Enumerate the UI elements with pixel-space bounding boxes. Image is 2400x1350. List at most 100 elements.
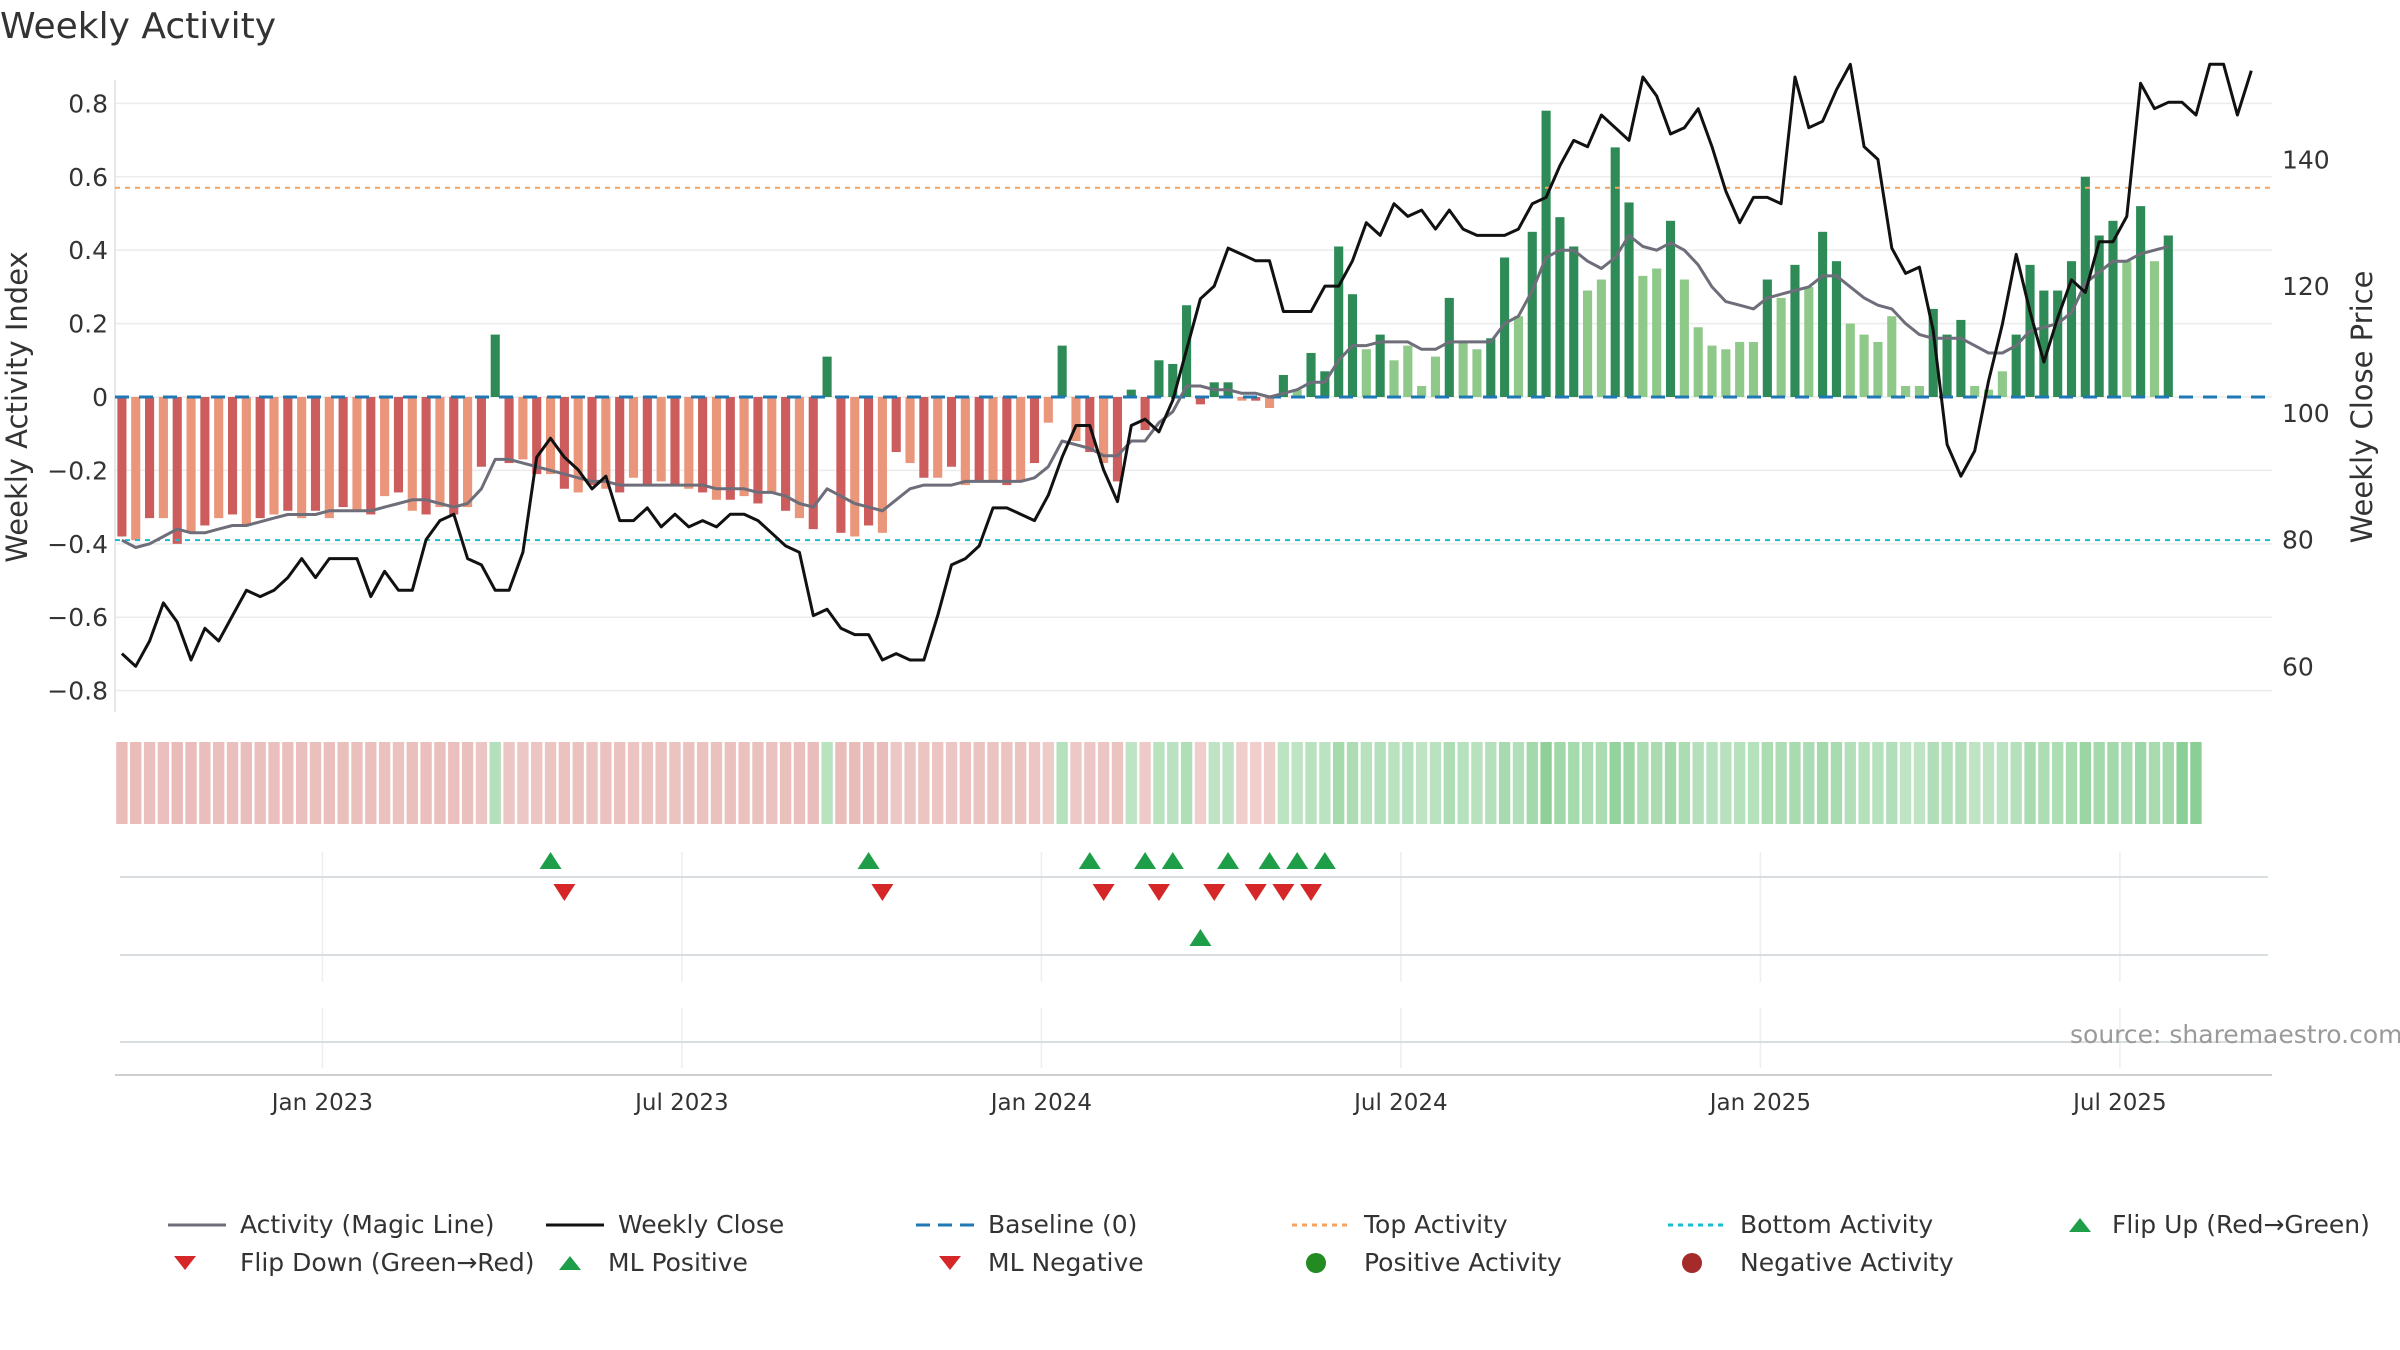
heat-cell [1388,742,1400,824]
activity-bar [1610,147,1620,397]
activity-bar [1942,334,1952,397]
heat-cell [572,742,584,824]
heat-cell [489,742,501,824]
heat-cell [1498,742,1511,824]
heat-cell [558,742,571,824]
lower-gridlines [115,852,2272,1076]
heat-cell [517,742,529,824]
heat-cell [461,742,474,824]
heat-cell [185,742,197,824]
heat-cell [987,742,999,824]
legend-item-ml-positive: ML Positive [544,1248,748,1277]
heat-cell [2134,742,2147,824]
heat-cell [1125,742,1137,824]
flip-down-icon [174,1255,196,1270]
activity-bar [1887,316,1897,397]
heat-cell [351,742,363,824]
heat-cell [973,742,985,824]
flip-down-marker [1147,884,1170,901]
flip-down-marker [1244,884,1267,901]
heat-cell [1706,742,1718,824]
ml-negative-icon [939,1255,961,1270]
legend-item-top-activity: Top Activity [1290,1210,1508,1239]
y2-axis-title: Weekly Close Price [2345,271,2379,544]
heat-cell [544,742,557,824]
heat-cell [2176,742,2188,824]
activity-bar [1486,338,1496,397]
activity-bar [864,397,874,526]
activity-bar [1583,290,1593,397]
heat-cell [1042,742,1054,824]
flip-down-marker [1203,884,1226,901]
activity-bar [1099,397,1109,464]
y-tick-label: 0.4 [68,236,108,265]
activity-bar [1596,279,1606,397]
activity-bar [2108,220,2118,397]
heat-cell [1485,742,1497,824]
ml-positive-marker [1189,929,1212,946]
activity-bar [1361,349,1371,397]
heat-cell [710,742,723,824]
heat-cell [365,742,377,824]
legend-item-magic-line: Activity (Magic Line) [166,1210,494,1239]
heat-cell [1816,742,1829,824]
flip-up-marker [1161,852,1184,869]
heat-cell [586,742,598,824]
heat-cell [1056,742,1068,824]
activity-bar [670,397,680,486]
activity-bar [850,397,860,537]
heat-cell [779,742,792,824]
activity-bar [822,356,832,397]
y2-tick-label: 140 [2282,145,2330,174]
heat-cell [1250,742,1262,824]
activity-bar [1831,261,1842,397]
heat-cell [1692,742,1704,824]
heat-cell [1097,742,1110,824]
activity-bar [1112,397,1123,482]
heat-cell [171,742,183,824]
heat-cell [254,742,266,824]
heat-cell [1886,742,1898,824]
heat-cell [1070,742,1082,824]
heat-cell [945,742,958,824]
activity-bar [1804,286,1814,397]
activity-bar [545,397,556,475]
activity-bars [117,110,2173,544]
legend-label: Weekly Close [618,1210,785,1239]
activity-bar [297,397,307,519]
activity-bar [324,397,334,519]
activity-bar [767,397,777,493]
y-tick-label: −0.8 [47,677,108,706]
flip-down-marker [871,884,894,901]
activity-bar [310,397,321,511]
heat-cell [2148,742,2161,824]
legend-swatch [1668,1223,1726,1226]
activity-bar [1002,397,1012,486]
activity-bar [338,397,348,508]
legend-label: Activity (Magic Line) [240,1210,495,1239]
activity-bar [518,397,528,460]
heat-cell [1720,742,1732,824]
flip-up-marker [1078,852,1101,869]
activity-bar [946,397,957,467]
heat-cell [1153,742,1165,824]
heat-cell [904,742,916,824]
activity-bar [1071,397,1081,442]
activity-bar [559,397,569,489]
heat-cell [1913,742,1926,824]
activity-bar [960,397,970,486]
y-tick-label: −0.6 [47,603,108,632]
activity-bar [877,397,887,533]
heat-cell [766,742,778,824]
heat-cell [1609,742,1621,824]
activity-bar [1251,397,1261,401]
activity-bar [1569,246,1579,397]
heat-cell [309,742,322,824]
heat-cell [1637,742,1649,824]
activity-bar [1555,217,1565,397]
heat-cell [295,742,308,824]
legend-item-flip-up: Flip Up (Red→Green) [2060,1210,2370,1239]
activity-bar [1195,397,1205,405]
heat-cell [1139,742,1151,824]
positive-activity-icon [1306,1252,1326,1273]
